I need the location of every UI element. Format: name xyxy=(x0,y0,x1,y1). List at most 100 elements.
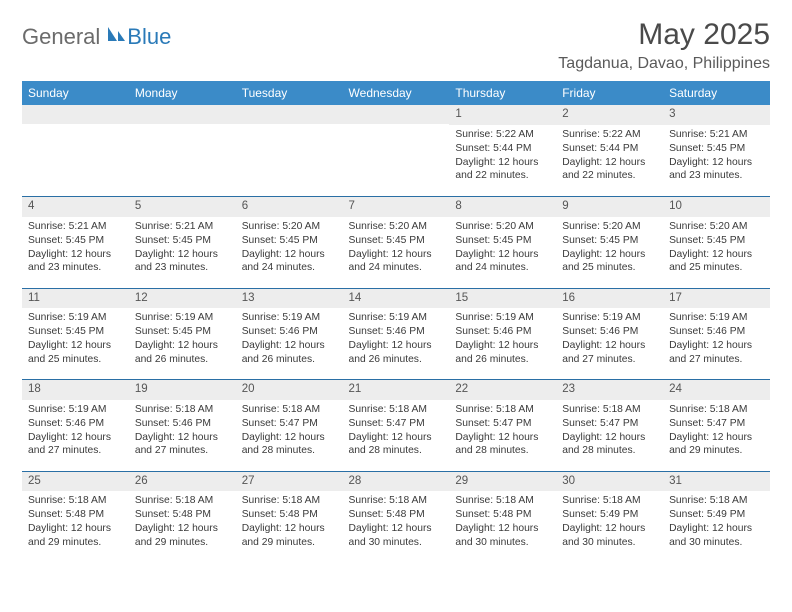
sunset-text: Sunset: 5:48 PM xyxy=(135,508,230,522)
day-details: Sunrise: 5:18 AMSunset: 5:48 PMDaylight:… xyxy=(343,491,450,552)
daylight-text: Daylight: 12 hours xyxy=(669,248,764,262)
day-number: 16 xyxy=(556,289,663,309)
week-row: 11Sunrise: 5:19 AMSunset: 5:45 PMDayligh… xyxy=(22,288,770,379)
month-title: May 2025 xyxy=(558,18,770,51)
day-cell: 19Sunrise: 5:18 AMSunset: 5:46 PMDayligh… xyxy=(129,380,236,471)
day-details: Sunrise: 5:19 AMSunset: 5:46 PMDaylight:… xyxy=(343,308,450,369)
day-number: 12 xyxy=(129,289,236,309)
sunset-text: Sunset: 5:45 PM xyxy=(669,234,764,248)
daylight-text: and 29 minutes. xyxy=(28,536,123,550)
logo: General Blue xyxy=(22,18,171,50)
daylight-text: Daylight: 12 hours xyxy=(455,522,550,536)
day-cell: 7Sunrise: 5:20 AMSunset: 5:45 PMDaylight… xyxy=(343,197,450,288)
sunrise-text: Sunrise: 5:22 AM xyxy=(562,128,657,142)
daylight-text: and 28 minutes. xyxy=(455,444,550,458)
day-number: 17 xyxy=(663,289,770,309)
day-cell: 31Sunrise: 5:18 AMSunset: 5:49 PMDayligh… xyxy=(663,471,770,562)
day-details: Sunrise: 5:18 AMSunset: 5:49 PMDaylight:… xyxy=(663,491,770,552)
calendar-body: 1Sunrise: 5:22 AMSunset: 5:44 PMDaylight… xyxy=(22,105,770,562)
daylight-text: Daylight: 12 hours xyxy=(349,431,444,445)
sunrise-text: Sunrise: 5:21 AM xyxy=(28,220,123,234)
sunset-text: Sunset: 5:48 PM xyxy=(242,508,337,522)
daylight-text: Daylight: 12 hours xyxy=(562,156,657,170)
day-details: Sunrise: 5:18 AMSunset: 5:48 PMDaylight:… xyxy=(129,491,236,552)
sunrise-text: Sunrise: 5:20 AM xyxy=(349,220,444,234)
sunrise-text: Sunrise: 5:18 AM xyxy=(135,403,230,417)
sunset-text: Sunset: 5:45 PM xyxy=(349,234,444,248)
day-details: Sunrise: 5:18 AMSunset: 5:48 PMDaylight:… xyxy=(22,491,129,552)
day-cell: 4Sunrise: 5:21 AMSunset: 5:45 PMDaylight… xyxy=(22,197,129,288)
sunset-text: Sunset: 5:45 PM xyxy=(562,234,657,248)
day-number: 26 xyxy=(129,472,236,492)
daylight-text: and 30 minutes. xyxy=(455,536,550,550)
day-cell: 22Sunrise: 5:18 AMSunset: 5:47 PMDayligh… xyxy=(449,380,556,471)
day-details: Sunrise: 5:21 AMSunset: 5:45 PMDaylight:… xyxy=(129,217,236,278)
sunset-text: Sunset: 5:45 PM xyxy=(455,234,550,248)
daylight-text: and 28 minutes. xyxy=(349,444,444,458)
day-cell: 20Sunrise: 5:18 AMSunset: 5:47 PMDayligh… xyxy=(236,380,343,471)
logo-text-blue: Blue xyxy=(127,24,171,50)
day-details: Sunrise: 5:20 AMSunset: 5:45 PMDaylight:… xyxy=(449,217,556,278)
day-details: Sunrise: 5:18 AMSunset: 5:47 PMDaylight:… xyxy=(449,400,556,461)
daylight-text: and 24 minutes. xyxy=(242,261,337,275)
weekday-header: Sunday xyxy=(22,81,129,105)
day-cell: 25Sunrise: 5:18 AMSunset: 5:48 PMDayligh… xyxy=(22,471,129,562)
daylight-text: and 26 minutes. xyxy=(455,353,550,367)
sunrise-text: Sunrise: 5:19 AM xyxy=(455,311,550,325)
sunrise-text: Sunrise: 5:18 AM xyxy=(669,403,764,417)
sunrise-text: Sunrise: 5:22 AM xyxy=(455,128,550,142)
weekday-header: Wednesday xyxy=(343,81,450,105)
daylight-text: and 26 minutes. xyxy=(242,353,337,367)
daylight-text: Daylight: 12 hours xyxy=(562,248,657,262)
day-cell: 12Sunrise: 5:19 AMSunset: 5:45 PMDayligh… xyxy=(129,288,236,379)
day-number: 3 xyxy=(663,105,770,125)
day-number: 28 xyxy=(343,472,450,492)
sunset-text: Sunset: 5:46 PM xyxy=(562,325,657,339)
day-details: Sunrise: 5:18 AMSunset: 5:47 PMDaylight:… xyxy=(663,400,770,461)
logo-text-general: General xyxy=(22,24,100,50)
week-row: 1Sunrise: 5:22 AMSunset: 5:44 PMDaylight… xyxy=(22,105,770,196)
daylight-text: and 29 minutes. xyxy=(669,444,764,458)
day-cell xyxy=(22,105,129,196)
day-number: 30 xyxy=(556,472,663,492)
day-number: 9 xyxy=(556,197,663,217)
daylight-text: and 24 minutes. xyxy=(455,261,550,275)
daylight-text: and 22 minutes. xyxy=(455,169,550,183)
week-row: 25Sunrise: 5:18 AMSunset: 5:48 PMDayligh… xyxy=(22,471,770,562)
sunrise-text: Sunrise: 5:18 AM xyxy=(562,494,657,508)
sunrise-text: Sunrise: 5:19 AM xyxy=(28,403,123,417)
daylight-text: and 23 minutes. xyxy=(28,261,123,275)
sunset-text: Sunset: 5:47 PM xyxy=(349,417,444,431)
daylight-text: Daylight: 12 hours xyxy=(242,431,337,445)
calendar-table: Sunday Monday Tuesday Wednesday Thursday… xyxy=(22,81,770,562)
sunrise-text: Sunrise: 5:19 AM xyxy=(135,311,230,325)
sunrise-text: Sunrise: 5:19 AM xyxy=(242,311,337,325)
day-number: 21 xyxy=(343,380,450,400)
day-cell: 16Sunrise: 5:19 AMSunset: 5:46 PMDayligh… xyxy=(556,288,663,379)
week-row: 4Sunrise: 5:21 AMSunset: 5:45 PMDaylight… xyxy=(22,197,770,288)
sunrise-text: Sunrise: 5:18 AM xyxy=(135,494,230,508)
empty-day xyxy=(236,105,343,124)
day-details: Sunrise: 5:19 AMSunset: 5:46 PMDaylight:… xyxy=(22,400,129,461)
sunset-text: Sunset: 5:45 PM xyxy=(242,234,337,248)
sunrise-text: Sunrise: 5:18 AM xyxy=(242,494,337,508)
day-number: 13 xyxy=(236,289,343,309)
day-details: Sunrise: 5:19 AMSunset: 5:46 PMDaylight:… xyxy=(556,308,663,369)
day-details: Sunrise: 5:18 AMSunset: 5:47 PMDaylight:… xyxy=(556,400,663,461)
weekday-header: Saturday xyxy=(663,81,770,105)
day-cell: 26Sunrise: 5:18 AMSunset: 5:48 PMDayligh… xyxy=(129,471,236,562)
sunrise-text: Sunrise: 5:19 AM xyxy=(562,311,657,325)
daylight-text: Daylight: 12 hours xyxy=(455,248,550,262)
day-number: 5 xyxy=(129,197,236,217)
day-number: 7 xyxy=(343,197,450,217)
day-number: 10 xyxy=(663,197,770,217)
sunrise-text: Sunrise: 5:18 AM xyxy=(28,494,123,508)
daylight-text: Daylight: 12 hours xyxy=(242,522,337,536)
day-number: 14 xyxy=(343,289,450,309)
daylight-text: and 27 minutes. xyxy=(135,444,230,458)
sunset-text: Sunset: 5:46 PM xyxy=(455,325,550,339)
empty-day xyxy=(129,105,236,124)
sunrise-text: Sunrise: 5:19 AM xyxy=(669,311,764,325)
sunrise-text: Sunrise: 5:18 AM xyxy=(669,494,764,508)
daylight-text: and 29 minutes. xyxy=(135,536,230,550)
